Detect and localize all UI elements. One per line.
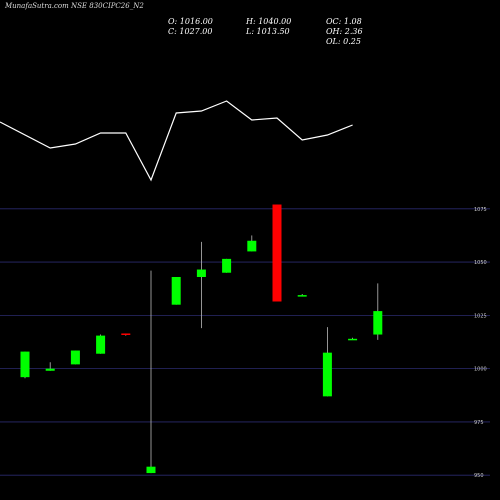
- candle-body: [272, 204, 282, 302]
- y-tick-label-975: 975: [474, 420, 484, 426]
- candle-12: [297, 294, 307, 297]
- candle-1: [20, 351, 30, 379]
- overlay-line: [0, 100, 353, 182]
- ohlc-oc: OC: 1.08: [326, 17, 362, 26]
- y-tick-label-1075: 1075: [474, 207, 487, 213]
- ohlc-low: L: 1013.50: [246, 27, 290, 36]
- grid-lines: [0, 208, 490, 476]
- candle-8: [196, 241, 206, 329]
- candle-6: [146, 270, 156, 474]
- candle-body: [222, 258, 232, 273]
- candle-15: [373, 283, 383, 340]
- overlay-series-line: [0, 100, 353, 182]
- y-tick-label-1025: 1025: [474, 313, 487, 319]
- chart-title: MunafaSutra.com NSE 830CIPC26_N2: [5, 2, 144, 10]
- candle-body: [146, 466, 156, 474]
- candle-5: [121, 333, 131, 336]
- candle-body: [247, 240, 257, 252]
- candle-body: [121, 333, 131, 335]
- ohlc-open: O: 1016.00: [168, 17, 213, 26]
- y-tick-label-950: 950: [474, 473, 484, 479]
- candle-10: [247, 235, 257, 252]
- candle-14: [348, 337, 358, 341]
- candle-body: [348, 338, 358, 341]
- y-tick-label-1000: 1000: [474, 367, 487, 373]
- y-tick-label-1050: 1050: [474, 260, 487, 266]
- candles: [20, 204, 383, 474]
- candle-2: [45, 362, 55, 371]
- candle-body: [96, 335, 106, 354]
- candle-3: [70, 350, 80, 365]
- candle-9: [222, 258, 232, 273]
- candle-body: [20, 351, 30, 378]
- candle-4: [96, 334, 106, 354]
- candle-body: [322, 352, 332, 397]
- candle-11: [272, 204, 282, 302]
- ohlc-high: H: 1040.00: [246, 17, 292, 26]
- ohlc-oh: OH: 2.36: [326, 27, 363, 36]
- candle-body: [373, 311, 383, 335]
- candle-body: [196, 269, 206, 277]
- candle-body: [70, 350, 80, 365]
- ohlc-close: C: 1027.00: [168, 27, 213, 36]
- candle-13: [322, 327, 332, 397]
- ohlc-ol: OL: 0.25: [326, 37, 361, 46]
- y-axis-ticks: 950 975 1000 1025 1050 1075: [474, 207, 487, 479]
- candle-7: [171, 276, 181, 305]
- candle-body: [171, 276, 181, 305]
- candle-body: [297, 295, 307, 297]
- candle-body: [45, 368, 55, 371]
